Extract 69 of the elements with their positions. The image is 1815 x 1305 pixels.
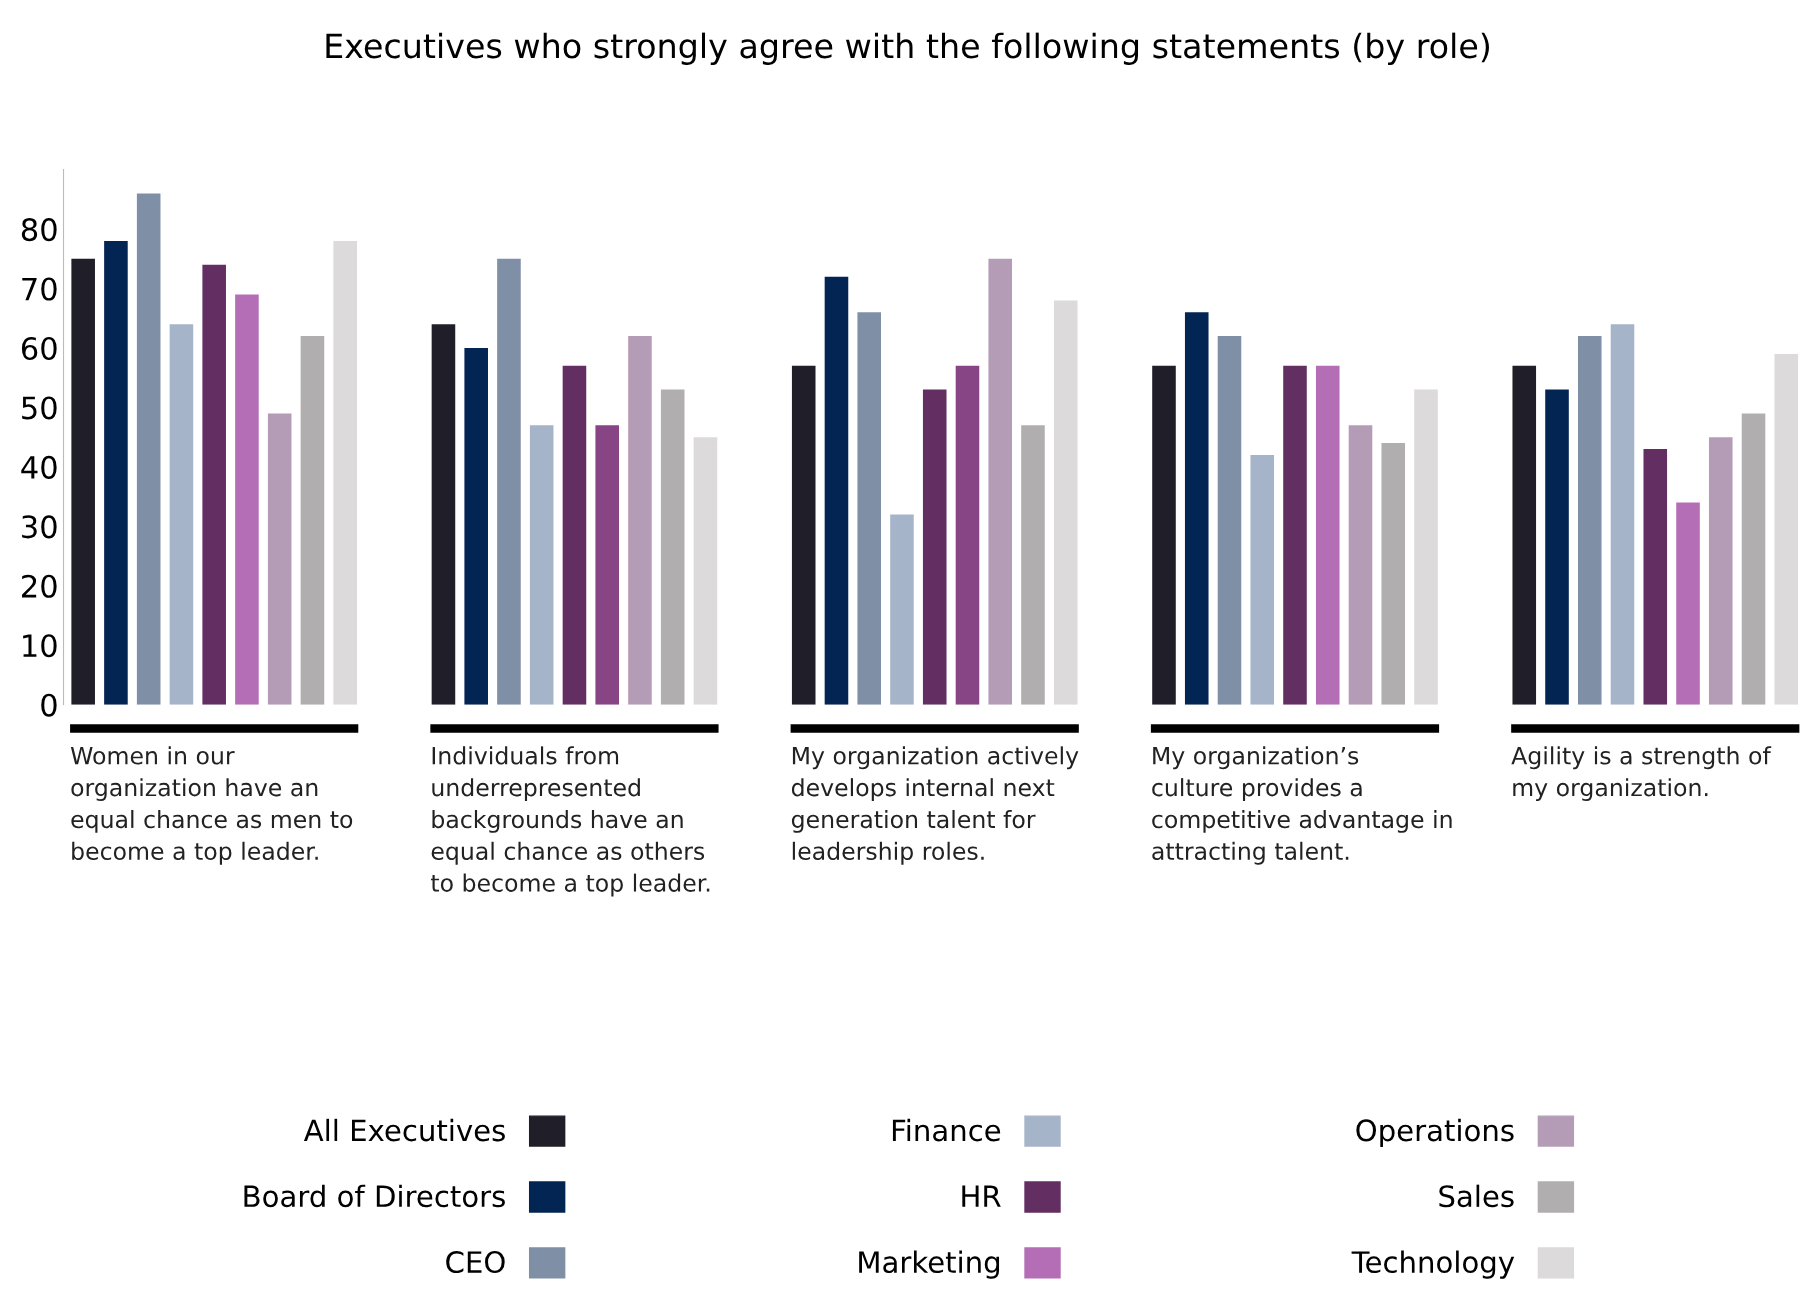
bar xyxy=(1577,336,1602,705)
bar xyxy=(660,389,685,705)
bar xyxy=(1414,389,1438,705)
bar xyxy=(202,264,226,705)
y-tick-label: 30 xyxy=(22,515,57,539)
bar xyxy=(169,324,194,705)
bar xyxy=(628,336,652,705)
legend-label: Finance xyxy=(892,1118,1001,1142)
bar xyxy=(1152,365,1176,705)
bar xyxy=(1021,425,1045,705)
bar xyxy=(1348,425,1373,705)
bar xyxy=(562,365,587,705)
y-tick-label: 20 xyxy=(22,574,57,598)
y-tick-label: 10 xyxy=(23,634,57,658)
legend-label: CEO xyxy=(446,1251,505,1274)
bar xyxy=(300,336,325,705)
bar xyxy=(1643,449,1668,705)
x-tick-label: My organization’s culture provides a competitive advantage in attracting talent. xyxy=(1152,746,1452,865)
bar xyxy=(529,425,554,705)
bar xyxy=(1676,502,1700,705)
x-tick-label: Agility is a strength of my organization. xyxy=(1511,746,1772,801)
bar xyxy=(1184,312,1209,705)
bar xyxy=(1250,455,1275,705)
bar xyxy=(464,348,488,705)
chart-title: Executives who strongly agree with the following statements (by role) xyxy=(326,32,1489,65)
bar xyxy=(333,240,357,705)
y-tick-label: 40 xyxy=(21,455,57,479)
legend-label: All Executives xyxy=(303,1118,505,1142)
legend-label: Board of Directors xyxy=(244,1184,505,1208)
legend-label: Operations xyxy=(1356,1118,1514,1148)
x-tick-label: My organization actively develops internal next generation talent for leadership roles. xyxy=(791,746,1079,865)
bar xyxy=(1512,365,1537,705)
bar xyxy=(1708,437,1733,705)
bar xyxy=(267,413,292,705)
y-tick-label: 70 xyxy=(22,277,57,301)
bar xyxy=(1774,353,1799,705)
legend-label: HR xyxy=(962,1185,1001,1207)
legend-label: Marketing xyxy=(859,1250,1000,1279)
bar xyxy=(104,240,128,705)
bar xyxy=(1283,365,1307,705)
bar xyxy=(693,437,718,705)
bar xyxy=(988,258,1013,705)
y-tick-label: 60 xyxy=(21,336,57,361)
legend-label: Sales xyxy=(1439,1184,1514,1208)
legend-label: Technology xyxy=(1351,1250,1515,1279)
bar xyxy=(1545,389,1569,705)
bar xyxy=(791,365,816,705)
bar xyxy=(1741,413,1766,705)
y-tick-label: 80 xyxy=(21,218,57,242)
bar xyxy=(1610,324,1635,705)
bar xyxy=(1315,365,1340,705)
bar xyxy=(1381,443,1406,705)
bar xyxy=(497,258,521,705)
bar xyxy=(595,425,619,705)
x-tick-label: Women in our organization have an equal chance as men to become a top leader. xyxy=(70,746,353,865)
bar xyxy=(890,514,914,705)
x-tick-label: Individuals from underrepresented backgrounds have an equal chance as others to become a top leader. xyxy=(430,746,710,897)
bar xyxy=(235,294,259,705)
bar xyxy=(955,365,980,705)
bar xyxy=(824,276,849,705)
bar xyxy=(922,389,947,705)
bar xyxy=(71,258,95,705)
bar xyxy=(1053,300,1078,705)
bar xyxy=(1217,336,1242,705)
y-tick-label: 0 xyxy=(41,693,57,717)
bar xyxy=(857,312,882,705)
bar xyxy=(136,193,161,705)
y-tick-label: 50 xyxy=(22,396,57,420)
bar xyxy=(431,324,456,705)
